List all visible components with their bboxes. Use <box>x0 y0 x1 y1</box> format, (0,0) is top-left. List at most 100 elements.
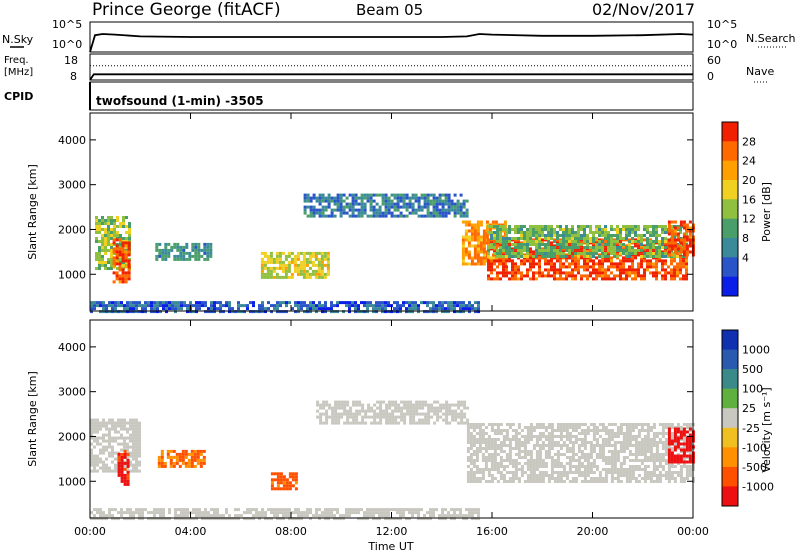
power-cell <box>622 271 625 275</box>
velocity-cell <box>303 511 306 515</box>
power-cell <box>98 252 101 255</box>
velocity-cell <box>646 474 650 477</box>
velocity-cell <box>526 462 530 465</box>
velocity-cell <box>406 406 410 410</box>
velocity-cell <box>658 465 662 468</box>
velocity-cell <box>688 465 692 468</box>
velocity-cell <box>613 477 617 480</box>
velocity-cell <box>168 508 171 512</box>
velocity-cell <box>90 511 93 515</box>
power-cell <box>447 193 451 197</box>
velocity-cell <box>526 465 530 468</box>
power-cell <box>637 253 640 257</box>
velocity-cell <box>538 459 542 462</box>
power-cell <box>520 255 523 258</box>
velocity-cell <box>468 508 471 512</box>
power-cell <box>118 265 122 269</box>
velocity-cell <box>141 511 144 515</box>
power-cell <box>321 205 325 209</box>
velocity-cell <box>655 477 659 480</box>
velocity-cell <box>96 463 99 467</box>
power-cell <box>127 244 131 248</box>
power-cell <box>366 307 369 311</box>
power-cell <box>598 240 601 243</box>
y-tick-label: 2000 <box>58 430 86 443</box>
power-cell <box>482 232 486 236</box>
velocity-cell <box>646 447 650 450</box>
velocity-cell <box>409 412 413 416</box>
velocity-cell <box>553 453 557 456</box>
power-cell <box>369 301 372 305</box>
power-cell <box>101 246 104 249</box>
power-cell <box>499 240 502 243</box>
velocity-cell <box>640 438 644 441</box>
power-cell <box>514 252 517 255</box>
velocity-cell <box>538 432 542 435</box>
power-cell <box>667 271 670 275</box>
velocity-cell <box>379 418 383 422</box>
velocity-cell <box>481 438 485 441</box>
velocity-cell <box>117 442 120 446</box>
velocity-cell <box>646 444 650 447</box>
power-cell <box>607 231 610 234</box>
velocity-cell <box>102 445 105 449</box>
power-cell <box>270 304 273 308</box>
power-cell <box>327 196 331 200</box>
power-cell <box>110 246 113 249</box>
power-cell <box>514 277 517 281</box>
power-cell <box>127 274 131 278</box>
power-cell <box>604 231 607 234</box>
power-cell <box>366 193 370 197</box>
velocity-cell <box>163 461 167 465</box>
velocity-cell <box>526 429 530 432</box>
power-cell <box>116 267 119 270</box>
velocity-cell <box>102 514 105 518</box>
velocity-cell <box>577 426 581 429</box>
velocity-cell <box>688 442 692 446</box>
power-cell <box>673 220 677 224</box>
power-cell <box>688 241 692 245</box>
power-cell <box>586 250 589 254</box>
power-cell <box>619 277 622 281</box>
velocity-cell <box>135 466 138 470</box>
velocity-cell <box>565 438 569 441</box>
power-cell <box>652 265 655 269</box>
power-cell <box>438 211 442 215</box>
power-cell <box>592 244 595 248</box>
power-cell <box>111 310 114 314</box>
velocity-cell <box>622 441 626 444</box>
velocity-cell <box>204 508 207 512</box>
velocity-cell <box>595 480 599 483</box>
velocity-cell <box>444 514 447 518</box>
power-cell <box>197 242 201 246</box>
power-cell <box>508 240 511 243</box>
power-cell <box>110 255 113 258</box>
velocity-cell <box>114 424 117 428</box>
nsky-right-bottom: 10^0 <box>707 38 737 51</box>
power-cell <box>493 268 496 272</box>
power-cell <box>186 310 189 314</box>
velocity-cell <box>478 444 482 447</box>
power-cell <box>673 265 676 269</box>
power-cell <box>107 219 110 222</box>
velocity-cell <box>571 426 575 429</box>
power-cell <box>658 225 661 228</box>
power-cell <box>369 208 373 212</box>
power-cell <box>306 196 310 200</box>
power-cell <box>631 225 634 228</box>
velocity-cell <box>649 453 653 456</box>
power-cell <box>523 249 526 252</box>
power-cell <box>284 272 288 276</box>
power-cell <box>456 205 460 209</box>
velocity-cell <box>508 453 512 456</box>
velocity-cell <box>550 468 554 471</box>
velocity-cell <box>421 418 425 422</box>
power-cell <box>586 259 589 263</box>
power-cell <box>402 196 406 200</box>
velocity-cell <box>538 438 542 441</box>
velocity-cell <box>556 465 560 468</box>
power-cell <box>282 310 285 314</box>
power-cell <box>598 253 601 257</box>
velocity-cell <box>108 433 111 437</box>
power-cell <box>98 267 101 270</box>
